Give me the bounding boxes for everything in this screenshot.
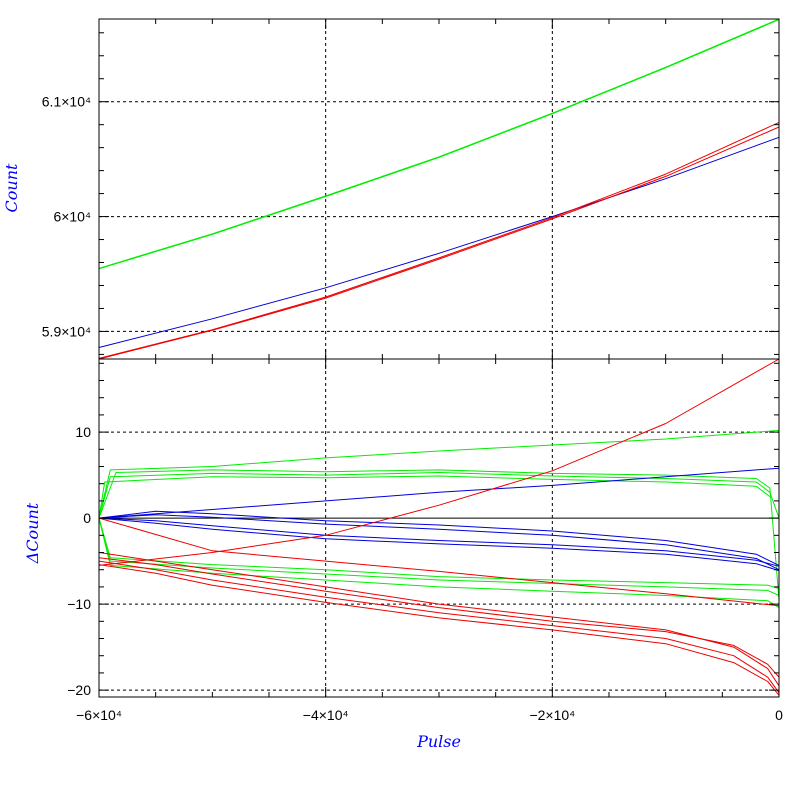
bottom-x-tick-label: −6×10⁴: [76, 707, 122, 723]
bottom-series-13: [98, 560, 780, 693]
bottom-y-tick-label: −10: [67, 596, 91, 612]
bottom-series-7: [98, 510, 780, 566]
top-panel: 5.9×10⁴ 6×10⁴ 6.1×10⁴: [42, 18, 780, 360]
bottom-y-axis-label: ΔCount: [23, 502, 42, 564]
top-series-4: [98, 121, 780, 359]
bottom-x-tick-label: −2×10⁴: [529, 707, 575, 723]
bottom-series-16: [98, 517, 780, 607]
bottom-series-1: [98, 469, 780, 600]
top-y-tick-label: 6.1×10⁴: [42, 94, 91, 110]
bottom-series-17: [98, 358, 780, 566]
top-y-tick-label: 6×10⁴: [53, 209, 91, 225]
top-plot-frame: [98, 18, 780, 360]
top-series-0: [98, 18, 780, 269]
bottom-y-tick-label: −20: [67, 682, 91, 698]
bottom-series-8: [98, 514, 780, 571]
bottom-series-2: [98, 475, 771, 519]
bottom-series-5: [98, 517, 780, 609]
axis-labels: Count ΔCount Pulse: [2, 163, 461, 751]
bottom-y-tick-label: 10: [75, 424, 91, 440]
bottom-panel: −20 −10 0 10 −6×10⁴ −4×10⁴ −2×10⁴ 0: [67, 358, 783, 723]
bottom-series-15: [98, 564, 780, 696]
top-series-3: [98, 126, 780, 360]
bottom-series-11: [98, 467, 780, 519]
bottom-series-9: [98, 517, 780, 567]
bottom-series-14: [98, 557, 780, 678]
bottom-series-12: [98, 552, 780, 687]
bottom-y-tick-label: 0: [83, 510, 91, 526]
top-series-1: [98, 19, 780, 270]
bottom-series-3: [98, 429, 780, 519]
top-series-2: [98, 136, 780, 348]
top-y-tick-label: 5.9×10⁴: [42, 323, 91, 339]
top-y-axis-label: Count: [2, 163, 21, 212]
bottom-series-0: [98, 472, 780, 519]
bottom-series-10: [98, 517, 780, 572]
bottom-x-tick-label: 0: [775, 707, 783, 723]
bottom-x-tick-label: −4×10⁴: [303, 707, 349, 723]
x-axis-label: Pulse: [416, 732, 461, 751]
